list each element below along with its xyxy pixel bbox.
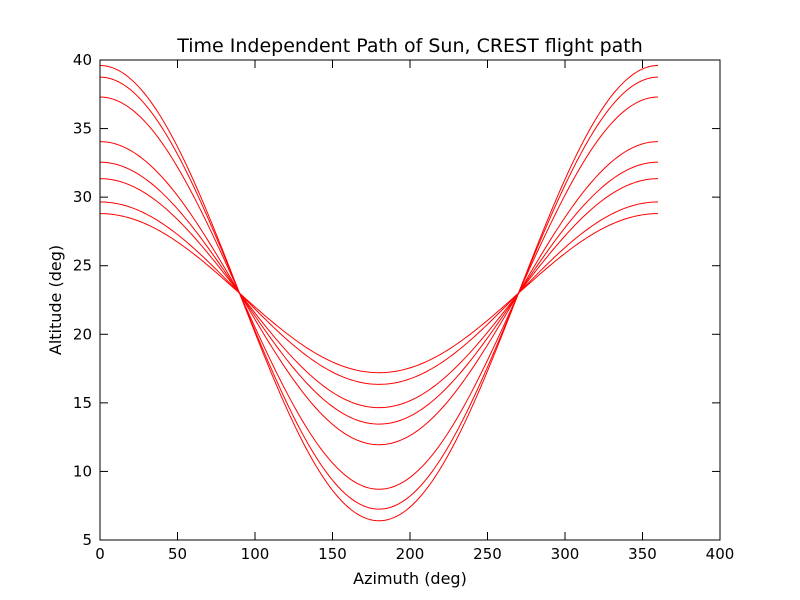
series-line-8 bbox=[99, 213, 659, 374]
x-tick-label: 150 bbox=[318, 545, 347, 563]
y-axis-label: Altitude (deg) bbox=[46, 245, 65, 355]
series-line-1 bbox=[99, 64, 659, 522]
y-tick-label: 10 bbox=[73, 462, 92, 480]
y-tick-label: 35 bbox=[73, 120, 92, 138]
y-tick-label: 5 bbox=[82, 531, 92, 549]
chart-title: Time Independent Path of Sun, CREST flig… bbox=[176, 35, 643, 57]
y-tick-label: 30 bbox=[73, 188, 92, 206]
plot-series bbox=[99, 64, 659, 522]
x-tick-label: 350 bbox=[628, 545, 657, 563]
x-tick-label: 200 bbox=[396, 545, 425, 563]
y-tick-label: 15 bbox=[73, 394, 92, 412]
y-tick-label: 40 bbox=[73, 51, 92, 69]
series-line-7 bbox=[99, 201, 659, 385]
series-line-3 bbox=[99, 96, 659, 490]
series-line-4 bbox=[99, 141, 659, 446]
x-tick-label: 400 bbox=[706, 545, 735, 563]
x-tick-label: 50 bbox=[168, 545, 187, 563]
series-line-6 bbox=[99, 178, 659, 409]
plot-frame bbox=[99, 59, 721, 541]
x-tick-label: 0 bbox=[95, 545, 105, 563]
x-tick-label: 300 bbox=[551, 545, 580, 563]
series-line-2 bbox=[99, 76, 659, 510]
x-axis-label: Azimuth (deg) bbox=[353, 569, 467, 588]
y-tick-label: 20 bbox=[73, 325, 92, 343]
y-tick-label: 25 bbox=[73, 257, 92, 275]
series-line-5 bbox=[99, 161, 659, 425]
x-tick-label: 250 bbox=[473, 545, 502, 563]
axis-ticks: 0 50 100 150 200 250 300 350 400 5 10 15 20 25 30 35 40 bbox=[73, 51, 734, 563]
x-tick-label: 100 bbox=[241, 545, 270, 563]
